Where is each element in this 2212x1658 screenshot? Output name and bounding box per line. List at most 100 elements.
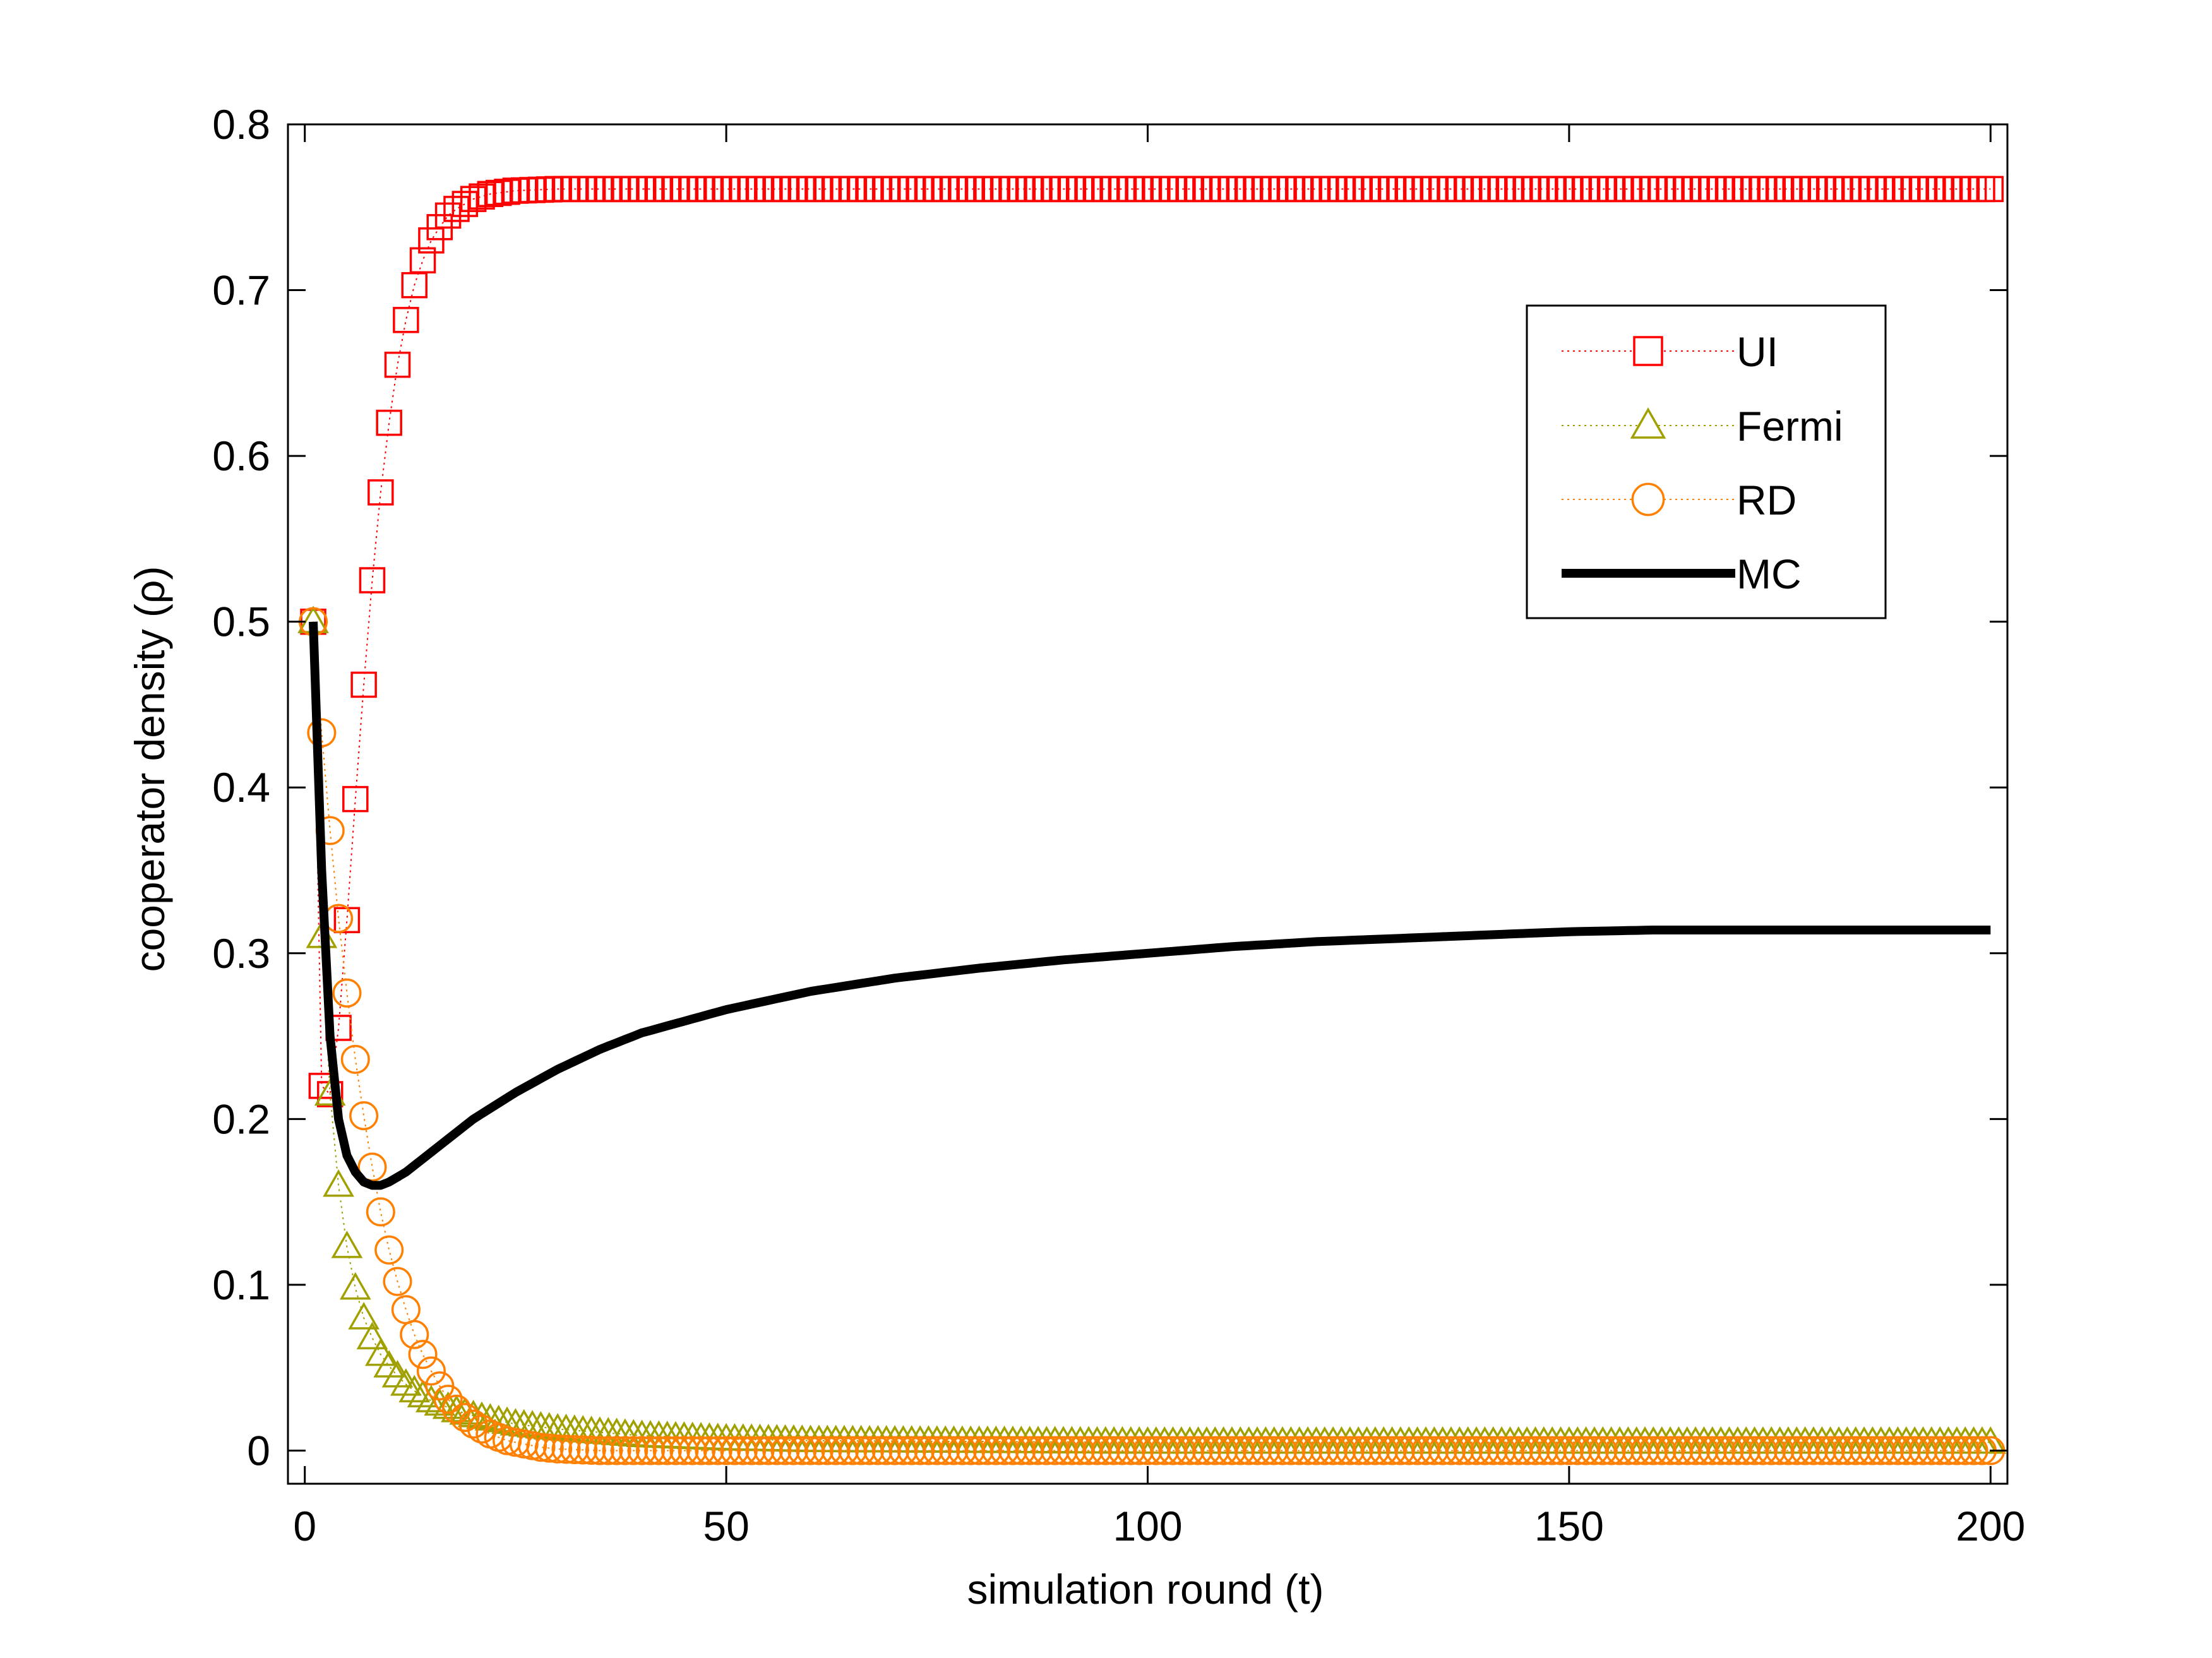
data-point <box>1301 1436 1331 1465</box>
data-point <box>1798 1436 1829 1465</box>
data-point <box>551 1434 581 1464</box>
data-point <box>469 183 495 210</box>
x-axis: 0 50 100 150 200 <box>293 124 2025 1549</box>
data-point <box>972 1436 1002 1465</box>
legend-marker <box>1633 336 1663 366</box>
data-point <box>1183 1436 1213 1465</box>
data-point <box>1150 1436 1180 1465</box>
data-point <box>383 1267 412 1296</box>
data-point <box>712 1436 741 1465</box>
data-point <box>989 1436 1019 1465</box>
data-point <box>1521 1436 1550 1465</box>
data-point <box>661 1436 691 1465</box>
data-point <box>1605 1436 1635 1465</box>
data-point <box>1166 1436 1196 1465</box>
legend-marker <box>1631 482 1665 516</box>
data-point <box>1664 1436 1694 1465</box>
data-point <box>1327 1436 1356 1465</box>
data-layer <box>297 176 2007 1465</box>
data-point <box>1579 1436 1609 1465</box>
data-point <box>568 1435 598 1465</box>
x-tick-label: 200 <box>1956 1503 2025 1549</box>
legend-label: Fermi <box>1737 403 1843 450</box>
data-point <box>1293 1436 1323 1465</box>
data-point <box>1192 1436 1221 1465</box>
data-point <box>1335 1436 1365 1465</box>
data-point <box>323 1169 354 1197</box>
plot-area <box>297 176 2007 1465</box>
data-point <box>1866 1436 1896 1465</box>
legend-item-mc: MC <box>1562 551 1802 597</box>
data-point <box>787 1436 817 1465</box>
data-point <box>342 785 369 813</box>
data-point <box>1512 1436 1542 1465</box>
data-point <box>1284 1436 1314 1465</box>
data-point <box>432 1391 464 1419</box>
data-point <box>485 179 512 206</box>
data-point <box>458 1409 488 1439</box>
series-mc <box>309 621 1991 1190</box>
y-tick-label: 0.5 <box>212 599 270 645</box>
legend-label: MC <box>1737 551 1802 597</box>
data-point <box>398 1375 431 1403</box>
data-point <box>450 1402 480 1433</box>
data-point <box>1402 1436 1432 1465</box>
data-point <box>602 1436 631 1465</box>
data-point <box>1428 1436 1457 1465</box>
data-point <box>981 1436 1011 1465</box>
data-point <box>1023 1436 1053 1465</box>
data-point <box>1951 1436 1980 1465</box>
data-point <box>594 1436 623 1465</box>
data-point <box>686 1436 716 1465</box>
data-point <box>880 1436 910 1465</box>
data-point <box>1318 1436 1348 1465</box>
data-point <box>1007 1436 1036 1465</box>
y-tick-label: 0.8 <box>212 101 270 148</box>
data-point <box>1453 1436 1483 1465</box>
data-point <box>1125 1436 1154 1465</box>
data-point <box>357 1152 387 1182</box>
data-point <box>1538 1436 1567 1465</box>
data-point <box>1622 1436 1651 1465</box>
data-point <box>1057 1436 1087 1465</box>
data-point <box>1462 1436 1492 1465</box>
series-rd <box>299 607 2006 1465</box>
data-point <box>1790 1436 1820 1465</box>
data-point <box>863 1436 893 1465</box>
x-tick-label: 100 <box>1113 1503 1182 1549</box>
data-point <box>350 671 377 698</box>
data-point <box>1942 1436 1971 1465</box>
data-point <box>1234 1436 1264 1465</box>
data-point <box>871 1436 901 1465</box>
data-point <box>457 1399 489 1428</box>
data-point <box>1748 1436 1778 1465</box>
data-point <box>1385 1436 1415 1465</box>
data-point <box>1554 1436 1584 1465</box>
data-point <box>1731 1436 1761 1465</box>
data-point <box>1672 1436 1702 1465</box>
data-point <box>1133 1436 1163 1465</box>
data-point <box>1934 1436 1963 1465</box>
data-point <box>1832 1436 1862 1465</box>
data-point <box>408 1340 438 1369</box>
data-point <box>1217 1436 1247 1465</box>
data-point <box>1478 1436 1508 1465</box>
data-point <box>931 1436 960 1465</box>
data-point <box>585 1436 614 1465</box>
data-point <box>1175 1436 1205 1465</box>
data-point <box>1613 1436 1643 1465</box>
data-point <box>1925 1436 1955 1465</box>
x-tick-label: 50 <box>703 1503 749 1549</box>
data-point <box>409 247 436 274</box>
data-point <box>728 1436 758 1465</box>
data-point <box>1394 1436 1424 1465</box>
data-point <box>1647 1436 1677 1465</box>
data-point <box>1815 1436 1845 1465</box>
data-point <box>1916 1436 1946 1465</box>
data-point <box>577 1435 606 1465</box>
data-point <box>424 1388 456 1416</box>
y-tick-label: 0.7 <box>212 267 270 314</box>
data-point <box>1445 1436 1474 1465</box>
legend-label: UI <box>1737 328 1778 375</box>
data-point <box>1588 1436 1618 1465</box>
